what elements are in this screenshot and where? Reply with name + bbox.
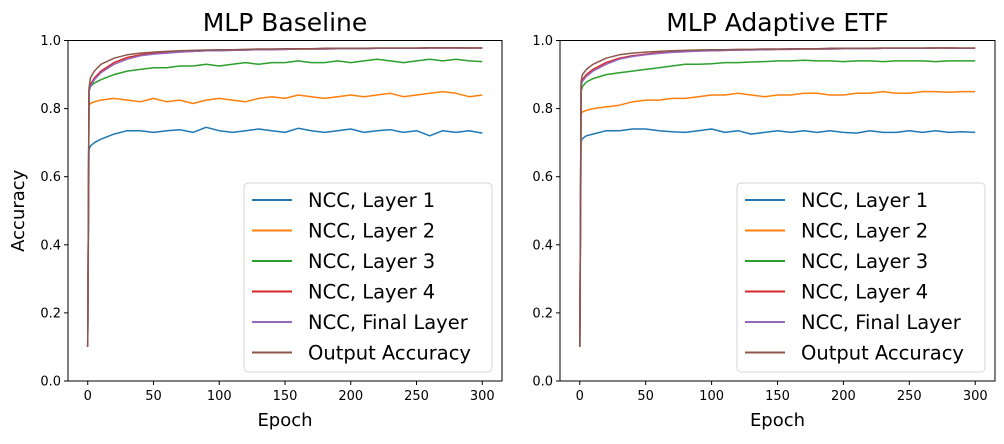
series-line-1: [86, 126, 483, 347]
legend: NCC, Layer 1 NCC, Layer 2 NCC, Layer 3 NCC,…: [243, 182, 493, 373]
series-line-6: [86, 46, 483, 347]
subplot-2: 0 50 100 150 200 250 300 0.0 0.2 0.4 0.6 0.8 1.0 MLP …: [532, 8, 996, 431]
legend-frame: [736, 182, 986, 373]
y-tick-label: 0.4: [532, 238, 553, 253]
y-tick-label: 0.0: [532, 375, 553, 390]
x-tick-label: 200: [831, 389, 856, 404]
legend-label: NCC, Final Layer: [308, 311, 469, 334]
x-tick-label: 0: [576, 389, 584, 404]
legend: NCC, Layer 1 NCC, Layer 2 NCC, Layer 3 NCC,…: [736, 182, 986, 373]
legend-label: Output Accuracy: [801, 342, 964, 365]
chart-title: MLP Adaptive ETF: [666, 8, 889, 37]
y-tick-label: 0.0: [40, 375, 61, 390]
y-tick-label: 0.8: [532, 102, 553, 117]
legend-label: NCC, Layer 4: [801, 281, 928, 304]
legend-label: NCC, Layer 1: [801, 189, 928, 212]
x-tick-label: 200: [338, 389, 363, 404]
legend-label: NCC, Layer 3: [308, 250, 435, 273]
x-tick-label: 250: [897, 389, 922, 404]
series-line-3: [86, 58, 483, 347]
y-tick-label: 0.6: [40, 170, 61, 185]
x-tick-label: 250: [404, 389, 429, 404]
legend-label: NCC, Layer 2: [801, 220, 928, 243]
y-tick-label: 0.4: [40, 238, 61, 253]
y-axis-label: Accuracy: [8, 169, 29, 252]
y-tick-label: 0.2: [40, 306, 61, 321]
y-tick-label: 0.8: [40, 102, 61, 117]
y-tick-label: 0.2: [532, 306, 553, 321]
legend-label: NCC, Layer 4: [308, 281, 435, 304]
series-line-3: [579, 59, 976, 347]
series-line-2: [86, 90, 483, 347]
legend-label: NCC, Layer 3: [801, 250, 928, 273]
legend-label: NCC, Final Layer: [801, 311, 962, 334]
subplot-1: 0 50 100 150 200 250 300 0.0 0.2 0.4 0.6 0.8 1.0 MLP …: [8, 8, 503, 431]
y-tick-label: 0.6: [532, 170, 553, 185]
series-line-2: [579, 90, 976, 347]
y-tick-label: 1.0: [532, 34, 553, 49]
x-tick-label: 150: [765, 389, 790, 404]
x-tick-label: 50: [145, 389, 162, 404]
x-tick-label: 100: [699, 389, 724, 404]
legend-label: NCC, Layer 2: [308, 220, 435, 243]
x-axis-label: Epoch: [750, 410, 805, 431]
x-tick-label: 300: [470, 389, 495, 404]
x-tick-label: 0: [84, 389, 92, 404]
y-tick-label: 1.0: [40, 34, 61, 49]
legend-label: NCC, Layer 1: [308, 189, 435, 212]
x-axis-label: Epoch: [257, 410, 312, 431]
x-tick-label: 100: [207, 389, 232, 404]
series-line-6: [579, 47, 976, 347]
chart-title: MLP Baseline: [203, 8, 368, 37]
x-tick-label: 300: [963, 389, 988, 404]
x-tick-label: 50: [637, 389, 654, 404]
legend-label: Output Accuracy: [308, 342, 471, 365]
legend-frame: [243, 182, 493, 373]
x-tick-label: 150: [273, 389, 298, 404]
series-line-1: [579, 128, 976, 347]
